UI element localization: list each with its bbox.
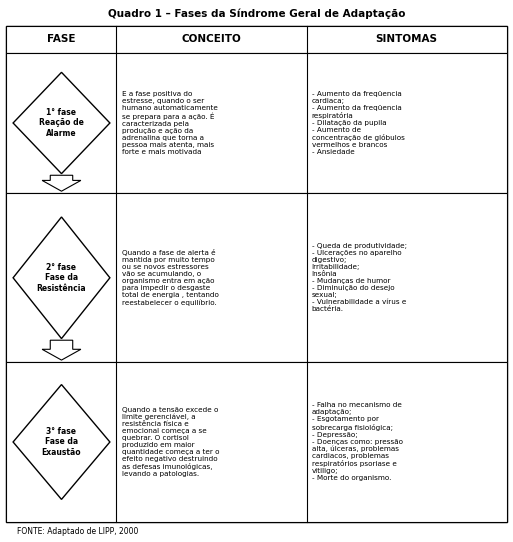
Polygon shape: [13, 217, 110, 339]
Text: 1° fase
Reação de
Alarme: 1° fase Reação de Alarme: [39, 108, 84, 138]
FancyBboxPatch shape: [7, 193, 506, 362]
Text: FASE: FASE: [47, 34, 76, 44]
Text: CONCEITO: CONCEITO: [182, 34, 242, 44]
FancyBboxPatch shape: [7, 25, 506, 53]
Polygon shape: [42, 175, 81, 191]
Text: SINTOMAS: SINTOMAS: [376, 34, 438, 44]
Text: 3° fase
Fase da
Exaustão: 3° fase Fase da Exaustão: [42, 427, 81, 457]
Text: FONTE: Adaptado de LIPP, 2000: FONTE: Adaptado de LIPP, 2000: [17, 527, 138, 535]
Text: E a fase positiva do
estresse, quando o ser
humano automaticamente
se prepara pa: E a fase positiva do estresse, quando o …: [122, 91, 218, 155]
Text: Quando a fase de alerta é
mantida por muito tempo
ou se novos estressores
vão se: Quando a fase de alerta é mantida por mu…: [122, 249, 219, 306]
Text: - Falha no mecanismo de
adaptação;
- Esgotamento por
sobrecarga fisiológica;
- D: - Falha no mecanismo de adaptação; - Esg…: [311, 403, 403, 481]
Polygon shape: [13, 72, 110, 173]
FancyBboxPatch shape: [7, 25, 506, 522]
Polygon shape: [13, 385, 110, 499]
Text: 2° fase
Fase da
Resistência: 2° fase Fase da Resistência: [37, 263, 86, 293]
FancyBboxPatch shape: [7, 362, 506, 522]
Text: Quadro 1 – Fases da Síndrome Geral de Adaptação: Quadro 1 – Fases da Síndrome Geral de Ad…: [108, 8, 405, 19]
Text: - Aumento da freqüencia
cardiaca;
- Aumento da freqüencia
respiratória
- Dilataç: - Aumento da freqüencia cardiaca; - Aume…: [311, 91, 404, 155]
FancyBboxPatch shape: [7, 53, 506, 193]
Text: Quando a tensão excede o
limite gerenciável, a
resistência física e
emocional co: Quando a tensão excede o limite gerenciá…: [122, 406, 219, 478]
Text: - Queda de produtividade;
- Ulcerações no aparelho
digestivo;
Irritabilidade;
In: - Queda de produtividade; - Ulcerações n…: [311, 243, 407, 312]
Polygon shape: [42, 340, 81, 360]
